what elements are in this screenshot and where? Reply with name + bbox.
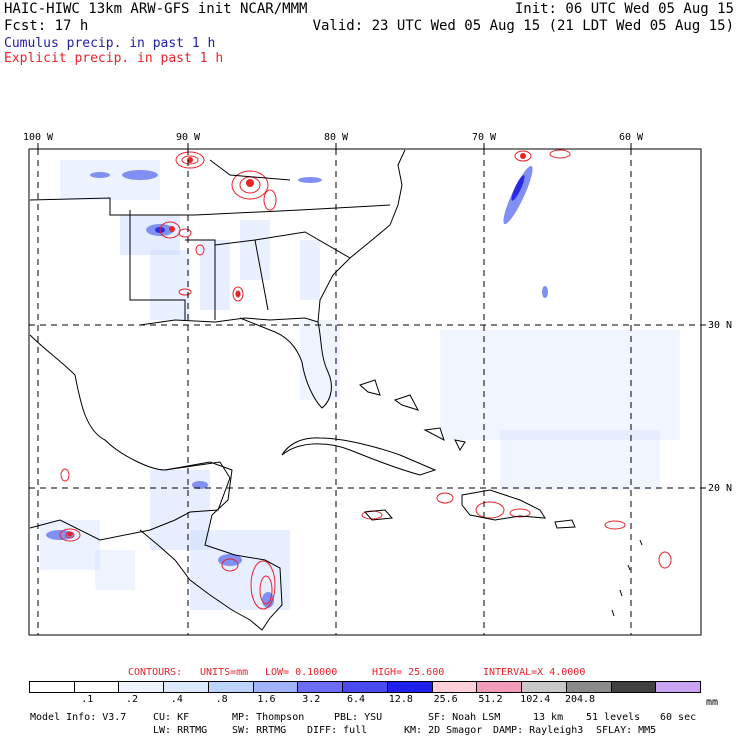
footer-cu: CU: KF: [153, 712, 190, 723]
contours-title: CONTOURS:: [128, 667, 183, 678]
footer-mp: MP: Thompson: [232, 712, 305, 723]
run-title: HAIC-HIWC 13km ARW-GFS init NCAR/MMM: [4, 1, 308, 17]
graticule: [29, 149, 701, 635]
colorbar-swatch: [655, 682, 701, 692]
colorbar-swatch: [431, 682, 477, 692]
colorbar-swatch: [297, 682, 343, 692]
contours-interval: INTERVAL=X 4.0000: [483, 667, 586, 678]
lon-label-100w: 100 W: [23, 132, 54, 143]
colorbar-swatch: [73, 682, 119, 692]
lat-label-30n: 30 N: [708, 320, 732, 331]
footer-model-info: Model Info: V3.7: [30, 712, 127, 723]
colorbar-tick-label: 51.2: [478, 694, 503, 705]
footer-levels: 51 levels: [586, 712, 641, 723]
colorbar-tick-label: 102.4: [520, 694, 551, 705]
contours-high: HIGH= 25.600: [372, 667, 445, 678]
contours-units: UNITS=mm: [200, 667, 249, 678]
footer-sflay: SFLAY: MM5: [596, 725, 657, 736]
colorbar-swatch: [207, 682, 253, 692]
footer-pbl: PBL: YSU: [334, 712, 383, 723]
colorbar-swatch: [252, 682, 298, 692]
legend-explicit: Explicit precip. in past 1 h: [4, 51, 224, 66]
colorbar-swatch: [565, 682, 611, 692]
axis-ticks: [37, 143, 706, 489]
init-time: Init: 06 UTC Wed 05 Aug 15: [514, 1, 734, 17]
footer-lw: LW: RRTMG: [153, 725, 208, 736]
colorbar-tick-label: .1: [81, 694, 94, 705]
colorbar-ticks: .1 .2 .4 .8 1.6 3.2 6.4 12.8 25.6 51.2 102.4 204.8: [29, 694, 701, 706]
lon-label-80w: 80 W: [324, 132, 349, 143]
colorbar-swatch: [521, 682, 566, 692]
colorbar-tick-label: .2: [126, 694, 139, 705]
colorbar-tick-label: 1.6: [257, 694, 276, 705]
colorbar-swatch: [610, 682, 656, 692]
colorbar-swatch: [30, 682, 74, 692]
footer-damp: DAMP: Rayleigh3: [493, 725, 584, 736]
legend-cumulus: Cumulus precip. in past 1 h: [4, 36, 216, 51]
colorbar-tick-label: 25.6: [433, 694, 458, 705]
colorbar-tick-label: .8: [215, 694, 228, 705]
colorbar-tick-label: 3.2: [302, 694, 321, 705]
colorbar-swatch: [163, 682, 208, 692]
precip-colorbar: [29, 681, 701, 693]
colorbar-tick-label: 12.8: [388, 694, 413, 705]
explicit-precip-contours: [59, 149, 672, 610]
lon-label-60w: 60 W: [619, 132, 644, 143]
colorbar-tick-label: 204.8: [564, 694, 596, 705]
footer-timestep: 60 sec: [660, 712, 697, 723]
lon-label-70w: 70 W: [472, 132, 497, 143]
colorbar-tick-label: .4: [170, 694, 183, 705]
forecast-hour: Fcst: 17 h: [4, 18, 89, 34]
contours-low: LOW= 0.10000: [265, 667, 338, 678]
colorbar-swatch: [342, 682, 387, 692]
footer-resolution: 13 km: [533, 712, 564, 723]
valid-time: Valid: 23 UTC Wed 05 Aug 15 (21 LDT Wed …: [312, 18, 734, 34]
coastlines: [29, 149, 643, 631]
colorbar-swatch: [386, 682, 432, 692]
colorbar-tick-label: 6.4: [347, 694, 366, 705]
colorbar-swatch: [118, 682, 164, 692]
lon-label-90w: 90 W: [176, 132, 201, 143]
colorbar-unit: mm: [706, 697, 719, 708]
footer-sf: SF: Noah LSM: [428, 712, 501, 723]
colorbar-swatch: [476, 682, 522, 692]
lat-label-20n: 20 N: [708, 483, 732, 494]
footer-diff: DIFF: full: [307, 725, 368, 736]
footer-km: KM: 2D Smagor: [404, 725, 483, 736]
footer-sw: SW: RRTMG: [232, 725, 287, 736]
